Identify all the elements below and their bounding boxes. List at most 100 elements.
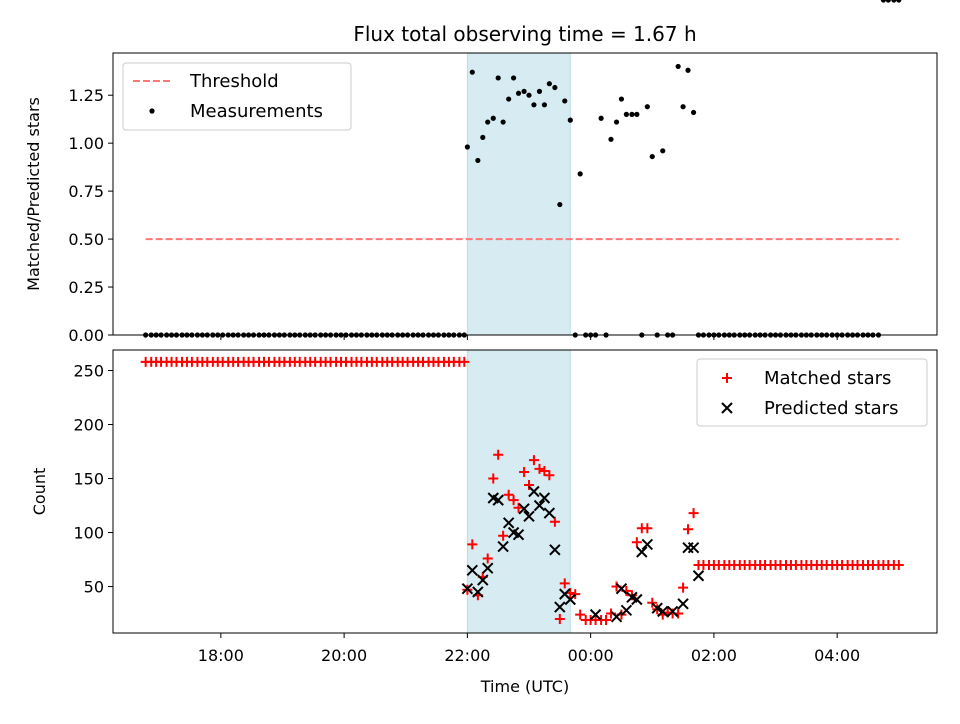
legend-matched-swatch bbox=[722, 373, 732, 383]
measurement-point bbox=[577, 171, 583, 177]
matched-star-point bbox=[467, 539, 478, 550]
legend-measurement-swatch bbox=[149, 108, 155, 114]
legend: Matched stars Predicted stars bbox=[696, 358, 928, 427]
legend-measurement-label: Measurements bbox=[190, 101, 323, 122]
x-tick-label: 22:00 bbox=[444, 646, 490, 665]
predicted-star-point bbox=[620, 604, 633, 617]
matched-star-point bbox=[508, 495, 519, 506]
measurement-point bbox=[536, 88, 543, 94]
matched-star-point bbox=[493, 449, 504, 460]
y-tick-label: 250 bbox=[73, 362, 104, 381]
predicted-star-point bbox=[502, 517, 515, 529]
predicted-star-point bbox=[482, 562, 494, 574]
y-tick-label: 150 bbox=[73, 470, 104, 489]
measurement-point bbox=[506, 96, 512, 102]
measurement-point bbox=[567, 117, 573, 123]
y-tick-label: 100 bbox=[73, 524, 104, 543]
matched-star-point bbox=[647, 597, 658, 608]
measurement-point bbox=[598, 115, 604, 121]
predicted-star-point bbox=[636, 546, 648, 558]
y-tick-label: 0.50 bbox=[68, 230, 104, 249]
matched-star-point bbox=[488, 473, 499, 484]
measurement-point bbox=[485, 119, 491, 125]
matched-star-point bbox=[524, 480, 535, 491]
predicted-star-point bbox=[477, 574, 489, 586]
y-axis-label: Matched/Predicted stars bbox=[24, 97, 43, 291]
legend-threshold-label: Threshold bbox=[189, 71, 279, 92]
predicted-star-point bbox=[677, 598, 689, 610]
measurement-point bbox=[515, 90, 522, 96]
legend-matched-label: Matched stars bbox=[764, 368, 891, 389]
predicted-star-point bbox=[543, 507, 556, 519]
measurement-point bbox=[531, 102, 537, 108]
predicted-star-point bbox=[692, 570, 705, 582]
predicted-star-point bbox=[518, 503, 530, 515]
predicted-star-point bbox=[631, 593, 643, 606]
measurement-point bbox=[469, 69, 475, 75]
measurement-point bbox=[557, 201, 563, 208]
y-tick-label: 1.25 bbox=[68, 86, 104, 105]
measurement-point bbox=[495, 75, 501, 81]
measurement-point bbox=[480, 134, 486, 141]
measurement-point bbox=[634, 111, 640, 117]
predicted-star-point bbox=[564, 593, 577, 606]
predicted-star-point bbox=[687, 541, 700, 554]
measurement-point bbox=[464, 144, 470, 150]
y-tick-label: 0.00 bbox=[68, 326, 104, 345]
predicted-star-point bbox=[538, 492, 551, 504]
measurement-point bbox=[526, 92, 532, 98]
measurement-point bbox=[649, 153, 655, 160]
measurement-point bbox=[562, 98, 568, 104]
measurement-point bbox=[490, 115, 496, 121]
legend: Threshold Measurements bbox=[122, 62, 352, 131]
x-tick-label: 04:00 bbox=[814, 646, 860, 665]
series-predicted-stars bbox=[461, 485, 705, 623]
predicted-star-point bbox=[492, 494, 504, 506]
predicted-star-point bbox=[472, 586, 484, 598]
y-tick-label: 0.75 bbox=[68, 182, 104, 201]
measurement-point bbox=[680, 104, 686, 110]
x-tick-label: 20:00 bbox=[321, 646, 367, 665]
x-tick-label: 00:00 bbox=[568, 646, 614, 665]
predicted-star-point bbox=[549, 544, 561, 556]
measurement-point bbox=[521, 88, 527, 94]
measurement-point bbox=[885, 0, 891, 3]
matched-star-point bbox=[544, 470, 555, 481]
measurement-point bbox=[660, 148, 666, 154]
matched-star-point bbox=[575, 609, 586, 620]
predicted-star-point bbox=[497, 540, 509, 553]
measurement-point bbox=[618, 96, 625, 102]
x-tick-label: 18:00 bbox=[198, 646, 244, 665]
predicted-star-point bbox=[641, 538, 654, 551]
y-tick-label: 1.00 bbox=[68, 134, 104, 153]
measurement-point bbox=[644, 104, 650, 110]
predicted-star-point bbox=[657, 605, 669, 618]
matched-star-point bbox=[549, 516, 560, 527]
bottom-panel: 50 100 150 200 250 18:00 20:00 22:00 00:00 02:00 0… bbox=[30, 349, 938, 696]
y-tick-label: 0.25 bbox=[68, 278, 104, 297]
legend-predicted-label: Predicted stars bbox=[764, 398, 898, 419]
x-axis-label: Time (UTC) bbox=[480, 677, 569, 696]
axes-frame bbox=[112, 52, 938, 336]
axes-frame bbox=[112, 349, 938, 634]
matched-star-point bbox=[554, 613, 565, 624]
predicted-star-point bbox=[533, 499, 546, 512]
predicted-star-point bbox=[461, 583, 474, 595]
matched-star-point bbox=[631, 537, 642, 548]
matched-star-point bbox=[459, 356, 470, 367]
chart-title: Flux total observing time = 1.67 h bbox=[353, 22, 696, 46]
measurement-point bbox=[891, 0, 897, 3]
measurement-point bbox=[623, 111, 629, 117]
measurement-point bbox=[541, 102, 548, 108]
legend-box bbox=[122, 62, 352, 131]
predicted-star-point bbox=[615, 583, 628, 595]
matched-star-point bbox=[528, 455, 539, 466]
matched-star-point bbox=[503, 489, 514, 500]
matched-star-point bbox=[688, 508, 699, 519]
y-tick-label: 200 bbox=[73, 416, 104, 435]
y-tick-label: 50 bbox=[84, 578, 104, 597]
matched-star-point bbox=[642, 523, 653, 534]
predicted-star-point bbox=[651, 602, 663, 614]
